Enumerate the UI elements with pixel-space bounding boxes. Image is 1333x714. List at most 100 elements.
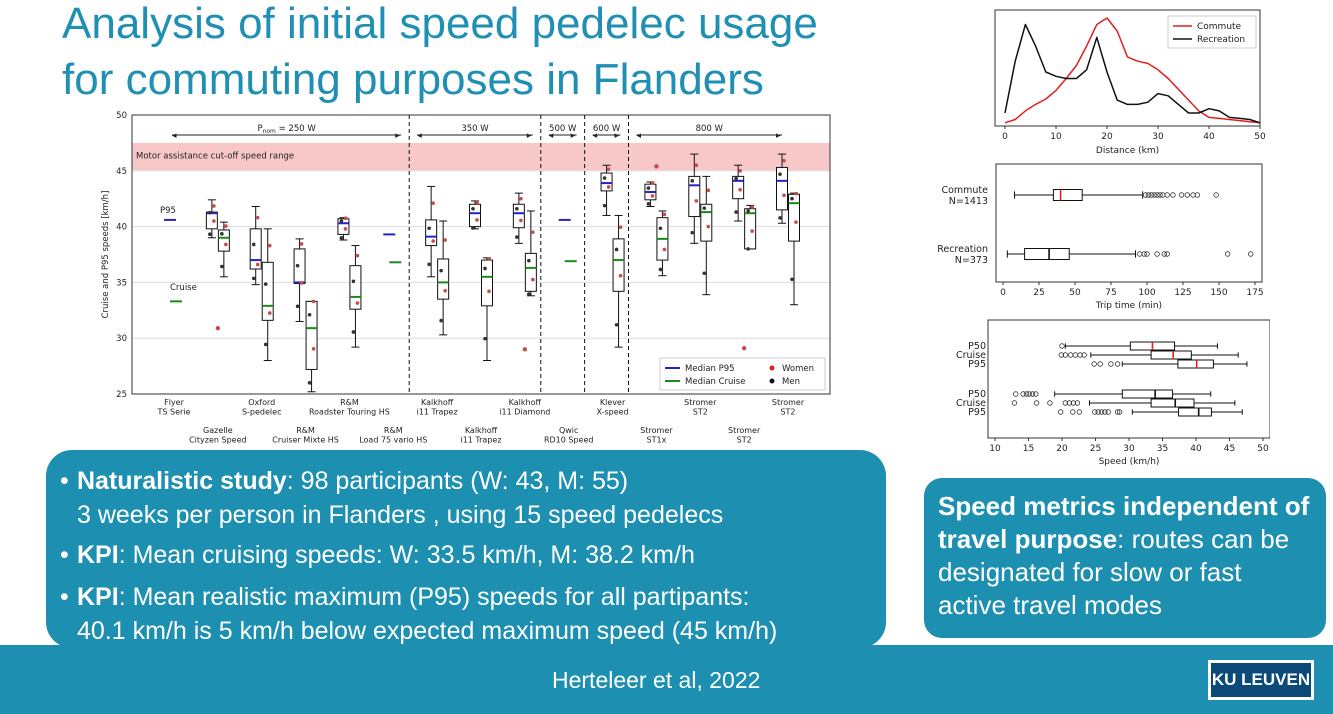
box bbox=[1052, 189, 1083, 201]
outlier-point bbox=[1013, 391, 1019, 397]
cruise-box bbox=[349, 265, 362, 310]
category-label: Qwic bbox=[559, 426, 578, 435]
cruise-box bbox=[524, 252, 537, 292]
x-tick-label: 150 bbox=[1210, 288, 1227, 298]
outlier-point bbox=[1077, 352, 1083, 358]
participant-point bbox=[750, 205, 754, 209]
row-label: P95 bbox=[968, 407, 986, 418]
cruise-box bbox=[481, 259, 493, 307]
participant-point bbox=[750, 229, 754, 233]
participant-point bbox=[343, 216, 348, 221]
participant-point bbox=[263, 342, 268, 347]
category-label: ST2 bbox=[780, 408, 795, 417]
x-tick-label: 50 bbox=[1257, 444, 1269, 454]
participant-point bbox=[439, 268, 443, 273]
p95-box bbox=[600, 172, 613, 192]
outlier-point bbox=[1102, 409, 1108, 415]
category-label: Roadster Touring HS bbox=[309, 408, 390, 417]
outlier-point bbox=[1076, 409, 1083, 415]
x-tick-label: 175 bbox=[1246, 288, 1263, 298]
density-line-recreation bbox=[1004, 23, 1261, 124]
x-tick-label: 20 bbox=[1101, 132, 1113, 142]
row-label: Commute bbox=[941, 185, 988, 196]
outlier-point bbox=[1170, 192, 1176, 198]
outlier-point bbox=[1154, 251, 1160, 257]
x-tick-label: 35 bbox=[1157, 444, 1168, 454]
finding-study: Naturalistic study: 98 participants (W: … bbox=[77, 467, 629, 495]
arrow-head-left: ◂ bbox=[172, 131, 177, 141]
ku-leuven-logo: KU LEUVEN bbox=[1208, 660, 1314, 700]
category-label: TS Serie bbox=[157, 408, 191, 417]
legend-label: Men bbox=[782, 377, 800, 387]
x-tick-label: 125 bbox=[1174, 288, 1191, 298]
outlier-point bbox=[1161, 251, 1167, 257]
arrow-head-left: ◂ bbox=[637, 131, 642, 141]
cruise-inline-label: Cruise bbox=[170, 283, 197, 293]
row-label: P50 bbox=[968, 389, 986, 400]
category-label: ST2 bbox=[693, 408, 708, 417]
outlier-point bbox=[1047, 400, 1053, 406]
arrow-head-left: ◂ bbox=[593, 131, 598, 141]
speed-boxplot-chart: Motor assistance cut-off speed range 25 30… bbox=[101, 111, 831, 445]
outlier-point bbox=[1059, 343, 1065, 349]
outlier-point bbox=[1074, 400, 1081, 406]
citation: Herteleer et al, 2022 bbox=[552, 667, 761, 693]
participant-point bbox=[483, 266, 487, 271]
outlier-point bbox=[1154, 192, 1160, 198]
participant-point bbox=[519, 218, 523, 223]
participant-point bbox=[650, 181, 655, 185]
y-tick-label: 35 bbox=[116, 278, 127, 288]
participant-point bbox=[475, 218, 479, 222]
cruise-box bbox=[217, 229, 230, 252]
p95-box bbox=[776, 166, 788, 211]
outlier-point bbox=[1095, 409, 1101, 415]
outlier-point bbox=[741, 346, 747, 351]
category-label: R&M bbox=[296, 426, 315, 435]
outlier-point bbox=[1105, 409, 1111, 415]
participant-point bbox=[295, 304, 300, 309]
participant-point bbox=[738, 187, 742, 192]
category-label: RD10 Speed bbox=[544, 436, 594, 445]
title-line-2: for commuting purposes in Flanders bbox=[62, 55, 764, 104]
participant-point bbox=[212, 219, 216, 223]
participant-point bbox=[738, 169, 742, 173]
participant-point bbox=[706, 188, 711, 193]
category-label: i11 Diamond bbox=[499, 408, 550, 417]
x-tick-label: 50 bbox=[1254, 132, 1266, 142]
participant-point bbox=[208, 232, 212, 236]
cutoff-band bbox=[132, 142, 830, 171]
participant-point bbox=[694, 163, 699, 168]
category-label: Kalkhoff bbox=[421, 398, 454, 407]
power-group-label: 600 W bbox=[593, 124, 621, 134]
cruise-box bbox=[261, 261, 274, 321]
participant-point bbox=[307, 312, 312, 317]
category-label: Flyer bbox=[164, 398, 184, 407]
participant-point bbox=[527, 258, 531, 263]
x-axis-label: Distance (km) bbox=[1096, 146, 1159, 156]
participant-point bbox=[778, 216, 782, 220]
participant-point bbox=[790, 196, 794, 201]
x-tick-label: 30 bbox=[1152, 132, 1164, 142]
outlier-point bbox=[1098, 409, 1105, 415]
category-label: ST2 bbox=[737, 436, 752, 445]
x-tick-label: 50 bbox=[1069, 288, 1081, 298]
outlier-point bbox=[1033, 400, 1040, 406]
participant-point bbox=[531, 277, 535, 282]
power-group-label: 350 W bbox=[461, 124, 489, 134]
participant-point bbox=[606, 185, 611, 189]
outlier-point bbox=[1224, 251, 1231, 257]
category-label: i11 Trapez bbox=[417, 408, 458, 417]
participant-point bbox=[487, 289, 491, 294]
participant-point bbox=[224, 224, 228, 228]
category-label: Cruiser Mixte HS bbox=[272, 436, 339, 445]
outlier-point bbox=[1213, 192, 1219, 198]
power-group-label: 800 W bbox=[696, 124, 724, 134]
y-tick-label: 25 bbox=[116, 390, 127, 400]
category-label: Load 75 vario HS bbox=[359, 436, 427, 445]
title-line-1: Analysis of initial speed pedelec usage bbox=[62, 0, 818, 48]
arrow-head-left: ◂ bbox=[549, 131, 554, 141]
row-label: P50 bbox=[968, 341, 986, 352]
participant-point bbox=[251, 242, 256, 247]
participant-point bbox=[694, 199, 699, 203]
